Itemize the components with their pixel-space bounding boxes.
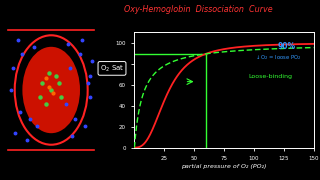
Text: 90%: 90%: [278, 42, 296, 51]
Text: $\downarrow$O$_2$ = loose PO$_2$: $\downarrow$O$_2$ = loose PO$_2$: [254, 53, 302, 62]
Circle shape: [22, 47, 80, 133]
Text: Loose-binding: Loose-binding: [248, 74, 292, 79]
Text: Oxy-Hemoglobin  Dissociation  Curve: Oxy-Hemoglobin Dissociation Curve: [124, 5, 273, 14]
Text: O$_2$ Sat: O$_2$ Sat: [100, 63, 124, 73]
X-axis label: partial pressure of O₂ (PO₂): partial pressure of O₂ (PO₂): [181, 164, 267, 169]
